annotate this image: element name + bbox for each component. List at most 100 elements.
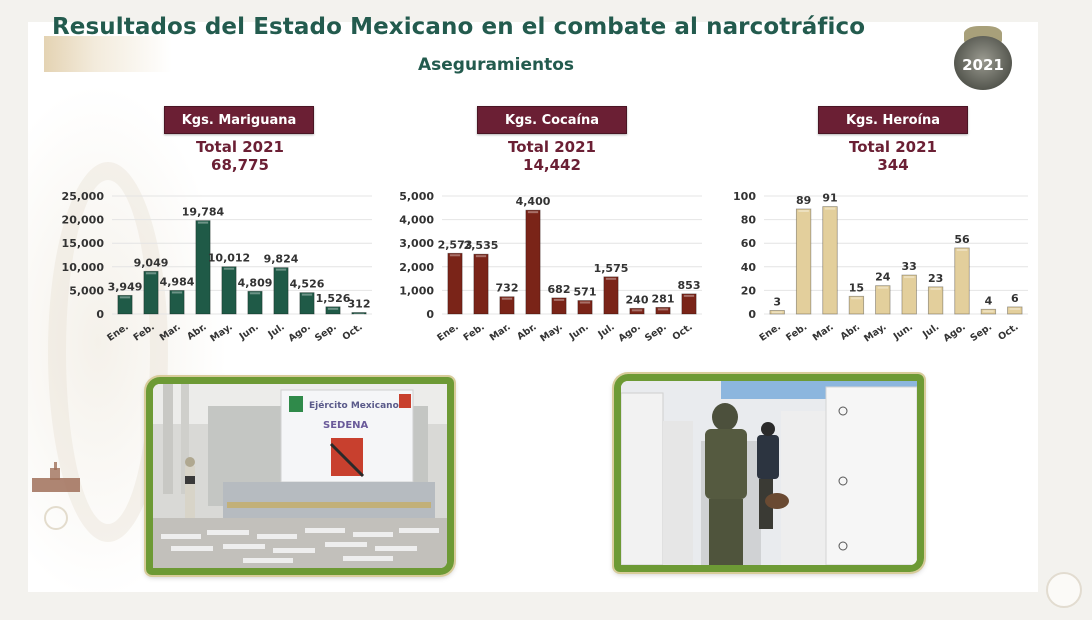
page-subtitle: Aseguramientos — [418, 55, 575, 75]
bar-oct — [681, 293, 697, 315]
x-category-label: Ago. — [287, 321, 313, 344]
emblem-year: 2021 — [962, 56, 1004, 74]
chart-panel-heroina: Kgs. Heroína Total 2021 344 0 20 40 60 80 100… — [726, 106, 1036, 356]
x-category-label: Jun. — [567, 321, 591, 342]
x-category-label: Mar. — [488, 321, 513, 343]
x-category-label: Jul. — [266, 321, 287, 340]
bar-value-label: 15 — [849, 281, 864, 294]
chart-panel-mariguana: Kgs. Mariguana Total 2021 68,775 0 5,000 1… — [60, 106, 380, 356]
bar-jun — [901, 274, 917, 315]
y-tick-label: 0 — [748, 308, 756, 321]
bar-feb — [795, 208, 812, 315]
x-category-label: Ago. — [942, 321, 968, 344]
bar-may — [221, 266, 237, 315]
bar-value-label: 23 — [928, 272, 943, 285]
bar-value-label: 56 — [954, 233, 970, 246]
bar-value-label: 853 — [678, 279, 701, 292]
bar-value-label: 732 — [496, 282, 519, 295]
y-tick-label: 20 — [741, 284, 757, 297]
bar-value-label: 2,573 — [438, 238, 473, 251]
bar-chart-heroina: 0 20 40 60 80 100 3 Ene. 89 Feb. 91 Mar. 15 Abr. 24 May… — [733, 190, 1028, 345]
bar-value-label: 571 — [574, 286, 597, 299]
x-category-label: Jul. — [596, 321, 617, 340]
y-tick-label: 5,000 — [399, 190, 434, 203]
x-category-label: May. — [208, 321, 234, 344]
bar-value-label: 4 — [985, 294, 993, 307]
x-category-label: Ago. — [617, 321, 643, 344]
y-tick-label: 4,000 — [399, 214, 434, 227]
svg-text:SEDENA: SEDENA — [323, 420, 369, 431]
title-band — [44, 36, 684, 72]
year-2021-emblem-icon: 2021 — [952, 26, 1014, 90]
x-category-label: Oct. — [341, 321, 365, 343]
x-category-label: Jun. — [891, 321, 915, 342]
x-category-label: May. — [538, 321, 564, 344]
bar-may — [875, 285, 891, 315]
photo-inspection-image — [621, 381, 917, 565]
y-tick-label: 25,000 — [62, 190, 105, 203]
y-tick-label: 15,000 — [62, 237, 105, 250]
bar-ago — [954, 247, 970, 315]
total-value: 344 — [877, 156, 909, 174]
x-category-label: Feb. — [462, 321, 487, 343]
x-category-label: Oct. — [671, 321, 695, 343]
bar-jul — [273, 267, 289, 315]
chart-header-cocaina: Kgs. Cocaína — [477, 106, 627, 134]
bar-ago — [629, 307, 645, 315]
bar-mar — [822, 206, 838, 315]
y-tick-label: 0 — [426, 308, 434, 321]
y-tick-label: 80 — [741, 214, 757, 227]
bar-value-label: 1,526 — [316, 292, 351, 305]
bar-jun — [247, 290, 263, 315]
x-category-label: May. — [862, 321, 888, 344]
bar-value-label: 33 — [902, 260, 917, 273]
bar-value-label: 4,400 — [516, 195, 551, 208]
bar-value-label: 4,809 — [238, 276, 273, 289]
chart-panel-cocaina: Kgs. Cocaína Total 2021 14,442 0 1,000 2,0… — [390, 106, 710, 356]
bar-abr — [195, 220, 211, 315]
bar-mar — [169, 290, 185, 315]
bar-sep — [980, 308, 997, 315]
bar-jun — [577, 300, 593, 315]
government-building-logo-icon — [28, 456, 84, 536]
bar-value-label: 9,824 — [264, 253, 299, 266]
bar-value-label: 2,535 — [464, 239, 499, 252]
y-tick-label: 10,000 — [62, 261, 105, 274]
bar-ene — [769, 310, 785, 315]
x-category-label: Jun. — [237, 321, 261, 342]
bar-ene — [447, 252, 463, 315]
bar-value-label: 1,575 — [594, 262, 629, 275]
bar-oct — [1007, 306, 1023, 315]
x-category-label: Sep. — [968, 321, 994, 344]
x-category-label: Feb. — [132, 321, 157, 343]
bar-oct — [351, 312, 367, 315]
bar-value-label: 10,012 — [208, 252, 250, 265]
y-tick-label: 5,000 — [69, 284, 104, 297]
bar-sep — [655, 306, 671, 315]
page-title: Resultados del Estado Mexicano en el com… — [52, 14, 866, 40]
x-category-label: Feb. — [784, 321, 809, 343]
total-label: Total 2021 — [196, 138, 284, 156]
photo-sedena-seizure: Ejército Mexicano SEDENA — [146, 377, 454, 575]
bar-value-label: 682 — [548, 283, 571, 296]
bar-jul — [927, 286, 944, 315]
bar-value-label: 3,949 — [108, 280, 143, 293]
x-category-label: Mar. — [158, 321, 183, 343]
bar-value-label: 91 — [822, 192, 837, 205]
x-category-label: Jul. — [920, 321, 941, 340]
bar-value-label: 281 — [652, 292, 675, 305]
y-tick-label: 2,000 — [399, 261, 434, 274]
bar-feb — [473, 253, 489, 315]
y-tick-label: 0 — [96, 308, 104, 321]
bar-value-label: 4,526 — [290, 278, 325, 291]
photo-sedena-image: Ejército Mexicano SEDENA — [153, 384, 447, 568]
bar-mar — [499, 296, 515, 315]
y-tick-label: 20,000 — [62, 214, 105, 227]
bar-ene — [117, 294, 133, 315]
bar-value-label: 19,784 — [182, 206, 225, 219]
y-tick-label: 3,000 — [399, 237, 434, 250]
photo-soldiers-inspection — [614, 374, 924, 572]
government-seal-icon — [1046, 572, 1082, 608]
x-category-label: Oct. — [996, 321, 1020, 343]
bar-value-label: 4,984 — [160, 275, 195, 288]
